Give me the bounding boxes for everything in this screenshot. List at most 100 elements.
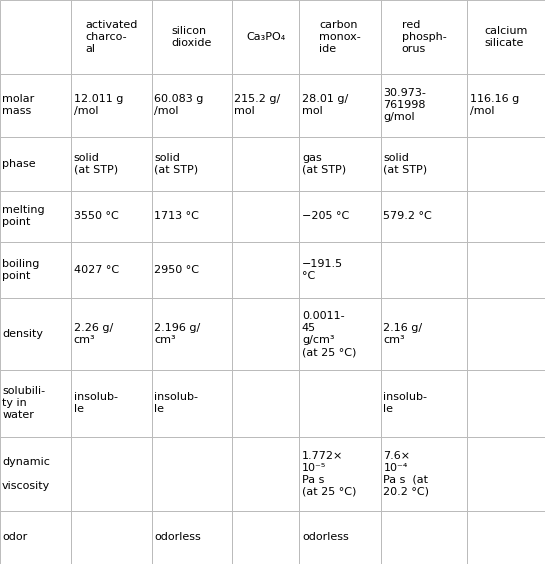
Text: dynamic

viscosity: dynamic viscosity	[2, 457, 50, 491]
Bar	[232, 0, 299, 74]
Bar	[299, 74, 381, 136]
Bar	[152, 74, 232, 136]
Bar	[467, 298, 545, 370]
Text: carbon
monox-
ide: carbon monox- ide	[319, 20, 361, 54]
Text: 28.01 g/
mol: 28.01 g/ mol	[302, 94, 348, 116]
Text: −205 °C: −205 °C	[302, 211, 349, 221]
Bar	[467, 0, 545, 74]
Text: 215.2 g/
mol: 215.2 g/ mol	[234, 94, 280, 116]
Text: 0.0011-
45
g/cm³
(at 25 °C): 0.0011- 45 g/cm³ (at 25 °C)	[302, 311, 356, 357]
Text: red
phosph-
orus: red phosph- orus	[402, 20, 446, 54]
Bar	[381, 298, 467, 370]
Text: odor: odor	[2, 532, 27, 543]
Text: 1713 °C: 1713 °C	[154, 211, 199, 221]
Bar	[71, 191, 152, 242]
Text: boiling
point: boiling point	[2, 259, 40, 281]
Bar	[0, 437, 71, 511]
Bar	[381, 136, 467, 191]
Bar	[0, 370, 71, 437]
Bar	[71, 437, 152, 511]
Bar	[299, 191, 381, 242]
Bar	[299, 136, 381, 191]
Text: odorless: odorless	[302, 532, 349, 543]
Text: 7.6×
10⁻⁴
Pa s  (at
20.2 °C): 7.6× 10⁻⁴ Pa s (at 20.2 °C)	[384, 451, 429, 497]
Text: solubili-
ty in
water: solubili- ty in water	[2, 386, 45, 420]
Bar	[71, 136, 152, 191]
Text: activated
charco-
al: activated charco- al	[86, 20, 138, 54]
Bar	[381, 370, 467, 437]
Text: gas
(at STP): gas (at STP)	[302, 152, 346, 175]
Bar	[71, 0, 152, 74]
Text: 30.973-
761998
g/mol: 30.973- 761998 g/mol	[384, 89, 426, 122]
Text: 579.2 °C: 579.2 °C	[384, 211, 432, 221]
Bar	[299, 437, 381, 511]
Bar	[0, 74, 71, 136]
Bar	[299, 242, 381, 298]
Text: insolub-
le: insolub- le	[74, 392, 118, 415]
Bar	[381, 74, 467, 136]
Bar	[0, 511, 71, 564]
Bar	[71, 242, 152, 298]
Text: Ca₃PO₄: Ca₃PO₄	[246, 32, 285, 42]
Text: 4027 °C: 4027 °C	[74, 265, 119, 275]
Bar	[152, 370, 232, 437]
Bar	[467, 511, 545, 564]
Text: 1.772×
10⁻⁵
Pa s
(at 25 °C): 1.772× 10⁻⁵ Pa s (at 25 °C)	[302, 451, 356, 497]
Text: silicon
dioxide: silicon dioxide	[172, 26, 212, 48]
Bar	[232, 511, 299, 564]
Text: insolub-
le: insolub- le	[384, 392, 427, 415]
Text: solid
(at STP): solid (at STP)	[384, 152, 428, 175]
Bar	[381, 511, 467, 564]
Bar	[152, 242, 232, 298]
Bar	[152, 191, 232, 242]
Bar	[0, 136, 71, 191]
Bar	[71, 370, 152, 437]
Text: 2950 °C: 2950 °C	[154, 265, 199, 275]
Bar	[0, 191, 71, 242]
Bar	[232, 74, 299, 136]
Bar	[467, 191, 545, 242]
Bar	[299, 0, 381, 74]
Text: molar
mass: molar mass	[2, 94, 34, 116]
Bar	[152, 437, 232, 511]
Text: solid
(at STP): solid (at STP)	[154, 152, 198, 175]
Bar	[381, 191, 467, 242]
Text: 2.26 g/
cm³: 2.26 g/ cm³	[74, 323, 113, 345]
Bar	[381, 242, 467, 298]
Bar	[232, 136, 299, 191]
Bar	[232, 298, 299, 370]
Text: solid
(at STP): solid (at STP)	[74, 152, 118, 175]
Bar	[381, 437, 467, 511]
Bar	[232, 191, 299, 242]
Bar	[467, 242, 545, 298]
Bar	[381, 0, 467, 74]
Text: 60.083 g
/mol: 60.083 g /mol	[154, 94, 203, 116]
Bar	[0, 242, 71, 298]
Bar	[467, 370, 545, 437]
Bar	[467, 136, 545, 191]
Text: density: density	[2, 329, 43, 339]
Bar	[299, 511, 381, 564]
Bar	[71, 74, 152, 136]
Bar	[0, 0, 71, 74]
Text: 2.16 g/
cm³: 2.16 g/ cm³	[384, 323, 422, 345]
Bar	[71, 511, 152, 564]
Bar	[232, 370, 299, 437]
Text: 116.16 g
/mol: 116.16 g /mol	[470, 94, 519, 116]
Bar	[0, 298, 71, 370]
Bar	[232, 437, 299, 511]
Text: 12.011 g
/mol: 12.011 g /mol	[74, 94, 123, 116]
Bar	[152, 0, 232, 74]
Bar	[467, 74, 545, 136]
Text: odorless: odorless	[154, 532, 201, 543]
Text: 3550 °C: 3550 °C	[74, 211, 119, 221]
Bar	[152, 136, 232, 191]
Text: phase: phase	[2, 158, 36, 169]
Text: 2.196 g/
cm³: 2.196 g/ cm³	[154, 323, 200, 345]
Bar	[71, 298, 152, 370]
Bar	[152, 298, 232, 370]
Text: −191.5
°C: −191.5 °C	[302, 259, 343, 281]
Bar	[232, 242, 299, 298]
Bar	[152, 511, 232, 564]
Bar	[467, 437, 545, 511]
